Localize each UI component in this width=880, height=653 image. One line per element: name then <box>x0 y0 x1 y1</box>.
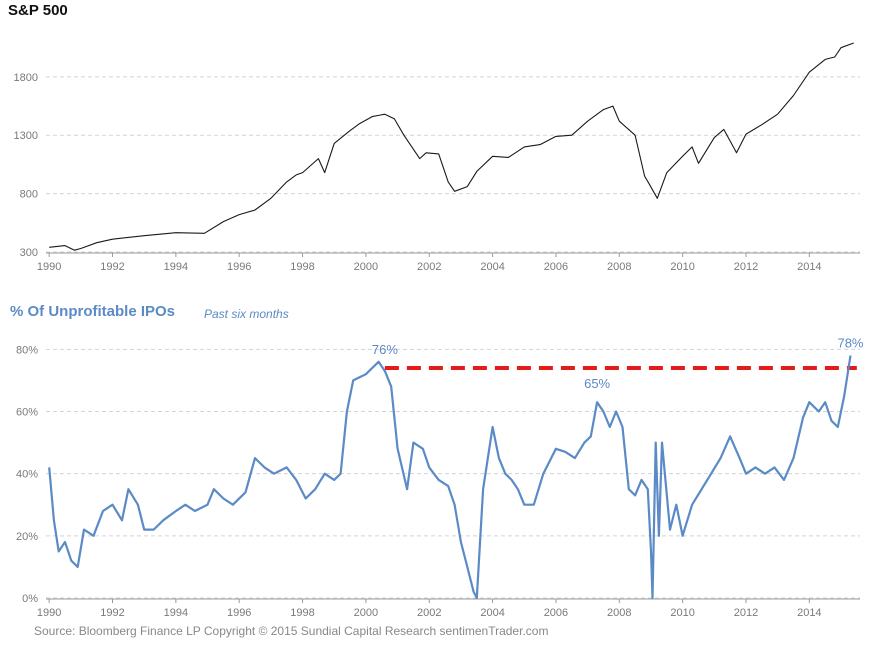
ipo-y-tick-label: 60% <box>16 406 38 418</box>
sp500-x-tick-label: 2000 <box>354 261 378 273</box>
sp500-y-tick-label: 1800 <box>14 72 38 84</box>
ipo-y-tick-label: 40% <box>16 469 38 481</box>
ipo-x-tick-label: 2012 <box>734 607 758 619</box>
source-note: Source: Bloomberg Finance LP Copyright ©… <box>34 624 549 638</box>
ipo-x-tick-label: 1994 <box>164 607 188 619</box>
ipo-y-tick-label: 80% <box>16 344 38 356</box>
sp500-series-line <box>49 42 854 251</box>
ipo-y-tick-label: 20% <box>16 531 38 543</box>
ipo-chart-subtitle: Past six months <box>204 307 289 321</box>
sp500-x-tick-label: 1996 <box>227 261 251 273</box>
ipo-annotation: 65% <box>584 376 610 391</box>
ipo-chart-title: % Of Unprofitable IPOs <box>10 303 176 320</box>
ipo-x-tick-label: 2008 <box>607 607 631 619</box>
sp500-x-tick-label: 2004 <box>480 261 504 273</box>
sp500-chart: 300 800 1300 1800 1990 1992 1994 1996 1998 2000 20… <box>14 42 860 273</box>
sp500-y-tick-label: 300 <box>20 247 38 259</box>
sp500-x-tick-label: 1994 <box>164 261 188 273</box>
ipo-x-tick-label: 1996 <box>227 607 251 619</box>
ipo-x-tick-label: 2002 <box>417 607 441 619</box>
ipo-x-tick-label: 2006 <box>544 607 568 619</box>
ipo-chart: 0% 20% 40% 60% 80% 1990 1992 1994 1996 1998 2000 20… <box>16 336 864 619</box>
sp500-x-tick-label: 2012 <box>734 261 758 273</box>
ipo-x-tick-label: 2010 <box>670 607 694 619</box>
ipo-x-tick-label: 2000 <box>354 607 378 619</box>
ipo-x-tick-label: 1990 <box>37 607 61 619</box>
sp500-y-tick-label: 1300 <box>14 130 38 142</box>
ipo-annotation: 76% <box>372 342 398 357</box>
ipo-y-tick-label: 0% <box>22 593 38 605</box>
sp500-x-tick-label: 2006 <box>544 261 568 273</box>
sp500-y-tick-label: 800 <box>20 189 38 201</box>
sp500-x-tick-label: 1992 <box>100 261 124 273</box>
sp500-x-tick-label: 2014 <box>797 261 821 273</box>
ipo-x-tick-label: 2004 <box>480 607 504 619</box>
ipo-series-line <box>48 355 852 600</box>
ipo-annotation: 78% <box>837 336 863 351</box>
sp500-x-tick-label: 2010 <box>670 261 694 273</box>
sp500-x-tick-label: 2008 <box>607 261 631 273</box>
ipo-x-tick-label: 1998 <box>290 607 314 619</box>
ipo-x-tick-label: 1992 <box>100 607 124 619</box>
sp500-x-tick-label: 1990 <box>37 261 61 273</box>
sp500-x-tick-label: 1998 <box>290 261 314 273</box>
ipo-x-tick-label: 2014 <box>797 607 821 619</box>
sp500-chart-title: S&P 500 <box>8 2 68 19</box>
sp500-x-tick-label: 2002 <box>417 261 441 273</box>
